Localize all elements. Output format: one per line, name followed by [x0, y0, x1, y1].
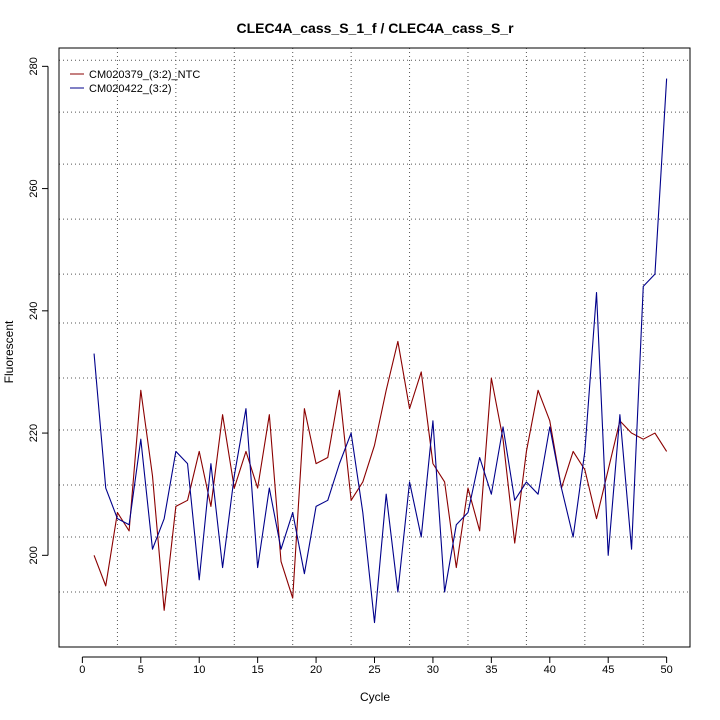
x-axis-title: Cycle: [360, 690, 390, 704]
legend-label-series-2: CM020422_(3:2): [89, 83, 172, 95]
legend-label-series-1: CM020379_(3:2)_NTC: [89, 69, 200, 81]
y-tick-label-280: 280: [28, 57, 40, 75]
y-tick-label-200: 200: [28, 546, 40, 564]
legend: CM020379_(3:2)_NTC CM020422_(3:2): [70, 69, 200, 95]
x-tick-label-5: 5: [138, 664, 144, 676]
y-tick-label-260: 260: [28, 179, 40, 197]
y-tick-label-220: 220: [28, 424, 40, 442]
chart-title: CLEC4A_cass_S_1_f / CLEC4A_cass_S_r: [236, 20, 514, 36]
axes: 0 5 10 15 20 25 30 35 40 45 50 200 220 240 260 280: [28, 57, 673, 676]
plot-frame: [58, 47, 691, 648]
y-tick-label-240: 240: [28, 302, 40, 320]
x-tick-label-40: 40: [544, 664, 556, 676]
x-tick-label-20: 20: [310, 664, 322, 676]
x-tick-label-30: 30: [427, 664, 439, 676]
x-tick-label-0: 0: [79, 664, 85, 676]
y-axis-title: Fluorescent: [2, 320, 16, 383]
series-line-1: [93, 340, 668, 611]
x-tick-label-35: 35: [485, 664, 497, 676]
x-tick-label-25: 25: [368, 664, 380, 676]
x-tick-label-15: 15: [252, 664, 264, 676]
series-line-2: [93, 78, 668, 624]
grid: [59, 48, 690, 647]
series-lines: [93, 78, 668, 624]
x-tick-label-45: 45: [602, 664, 614, 676]
x-tick-label-50: 50: [661, 664, 673, 676]
x-tick-label-10: 10: [193, 664, 205, 676]
